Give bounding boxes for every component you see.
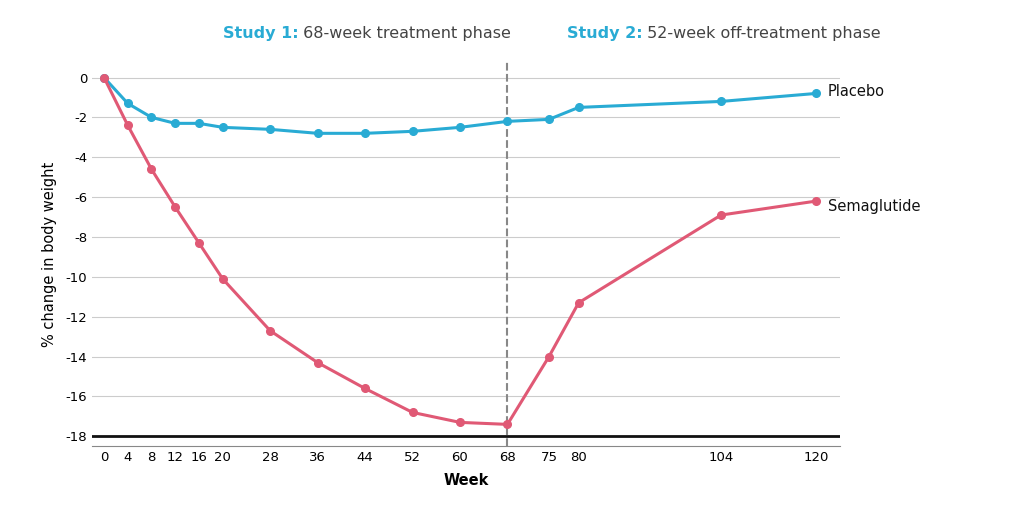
Text: Placebo: Placebo bbox=[827, 84, 885, 99]
Text: Study 1:: Study 1: bbox=[222, 26, 298, 41]
Text: Semaglutide: Semaglutide bbox=[827, 199, 921, 213]
Text: 52-week off-treatment phase: 52-week off-treatment phase bbox=[642, 26, 881, 41]
Text: Study 2:: Study 2: bbox=[566, 26, 642, 41]
Y-axis label: % change in body weight: % change in body weight bbox=[42, 161, 57, 347]
Text: 68-week treatment phase: 68-week treatment phase bbox=[298, 26, 511, 41]
X-axis label: Week: Week bbox=[443, 472, 488, 487]
